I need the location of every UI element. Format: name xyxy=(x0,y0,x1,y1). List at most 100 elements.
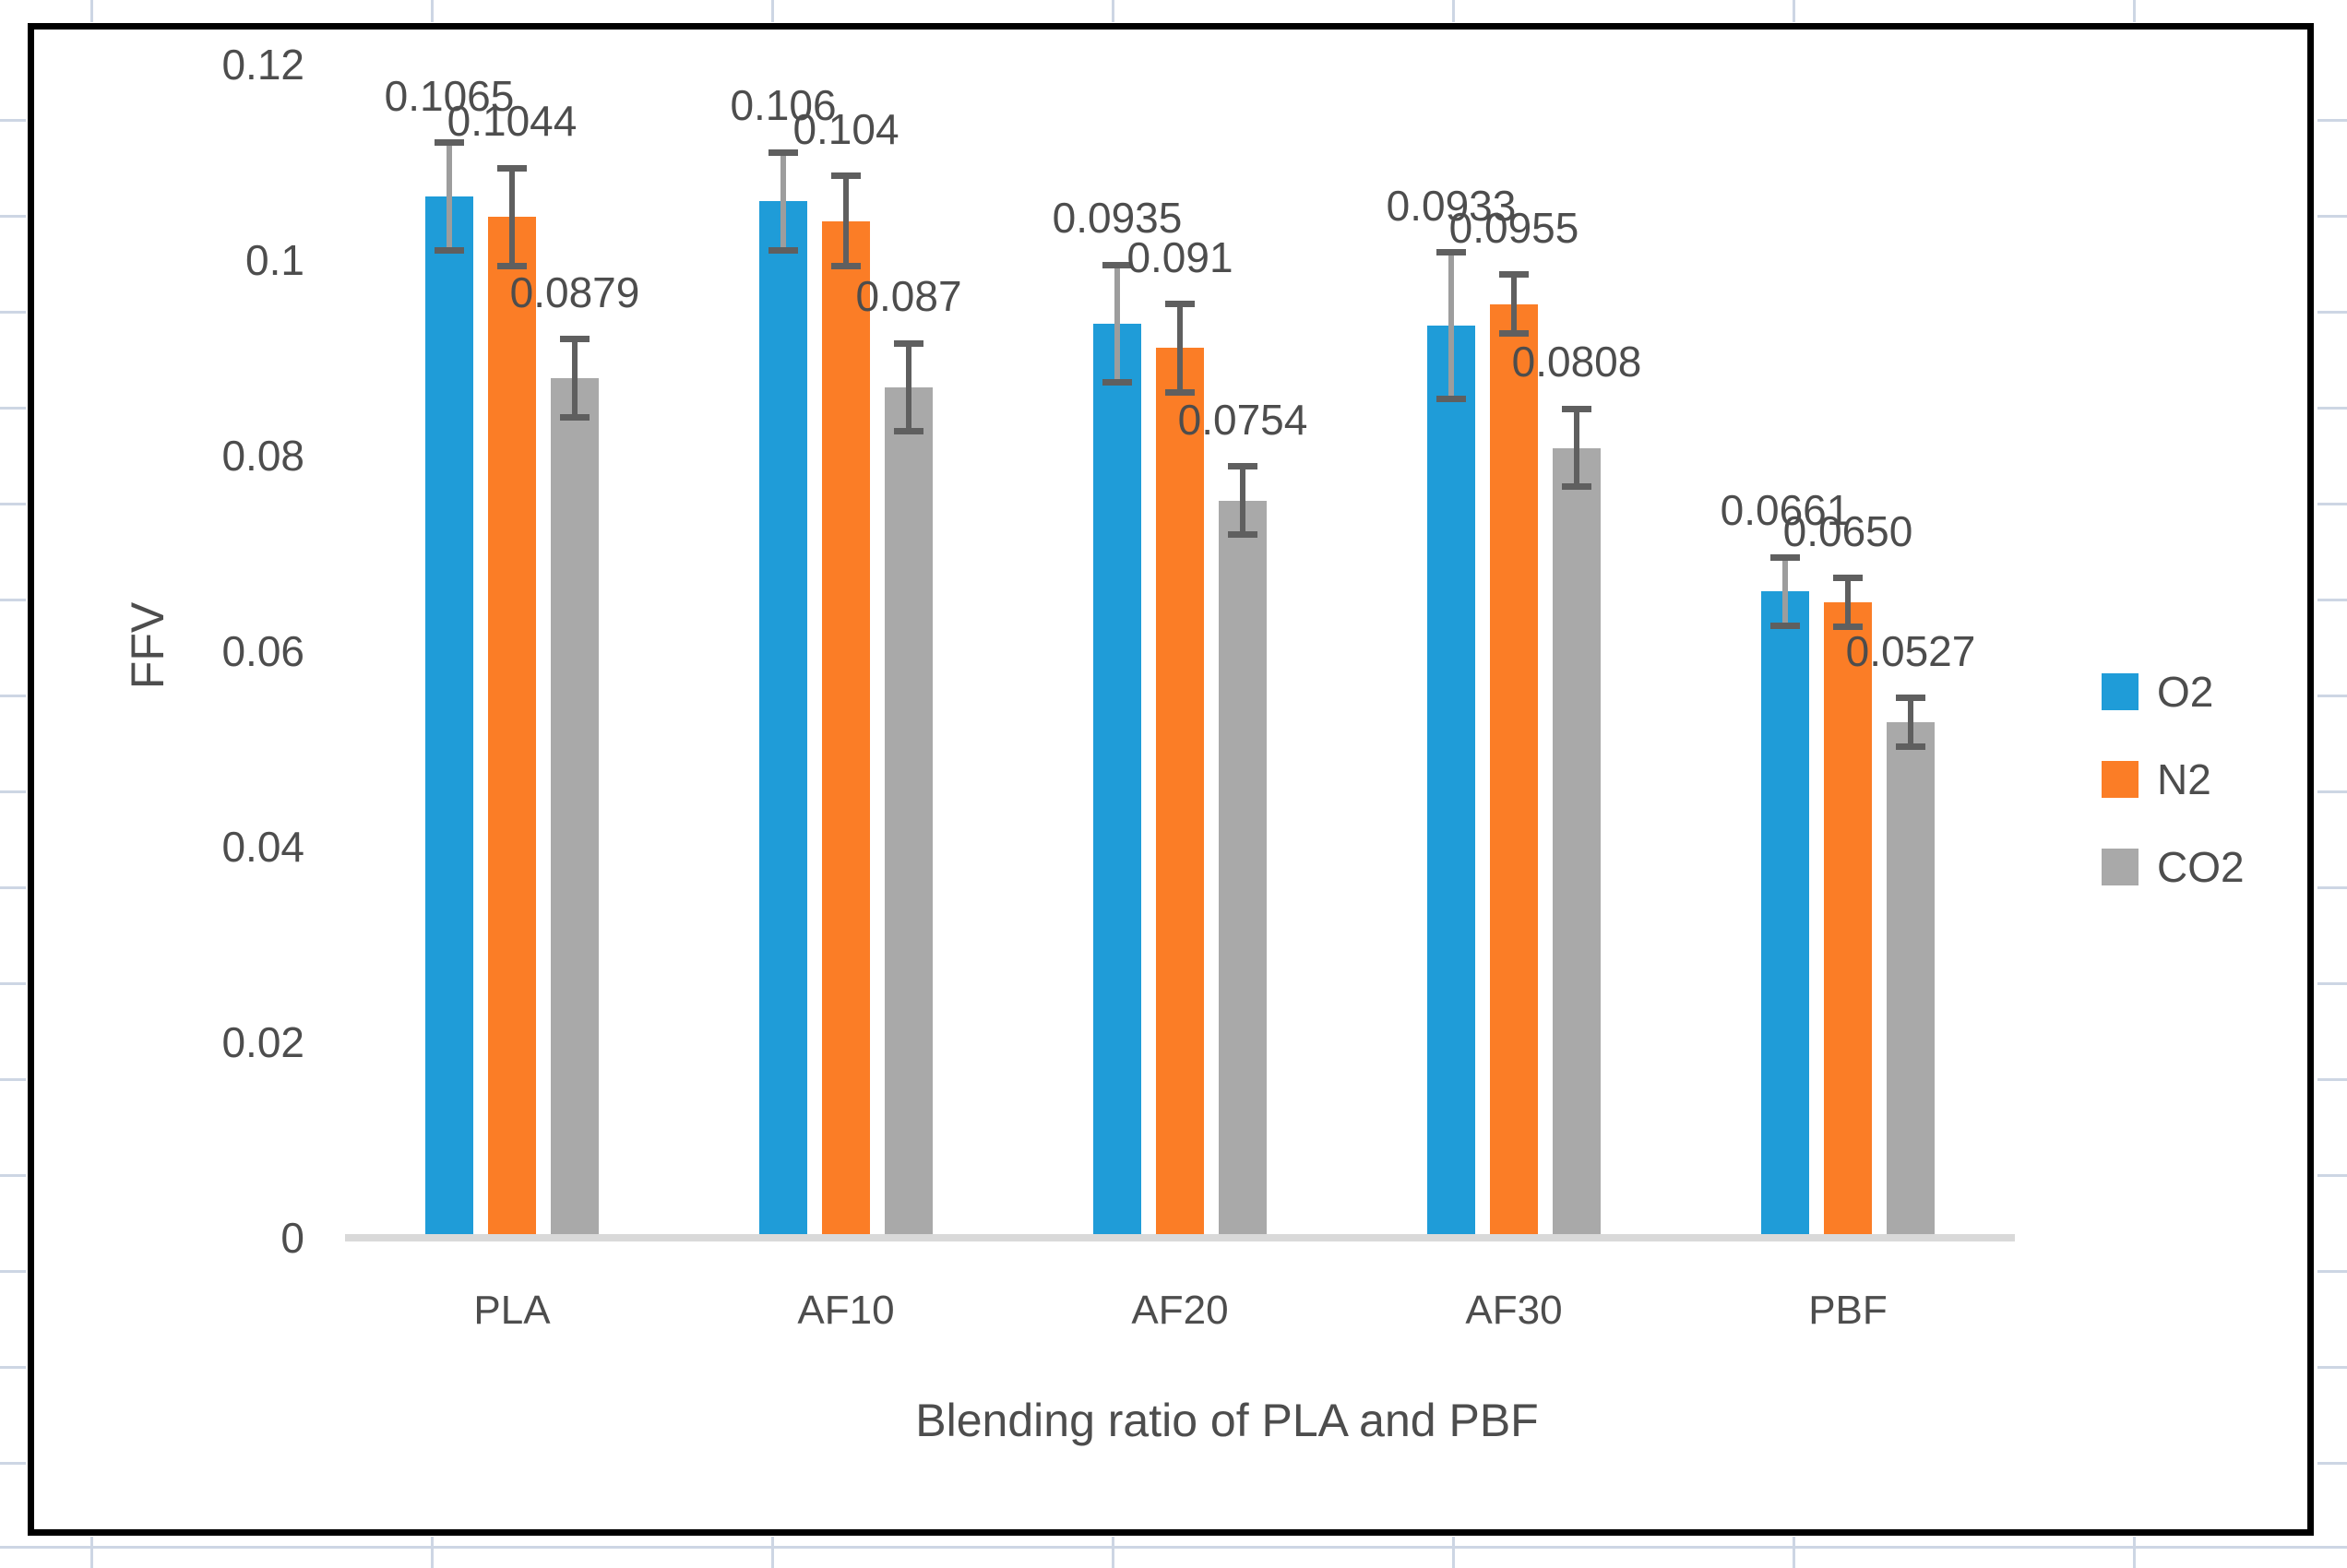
error-bar-line xyxy=(1782,557,1788,626)
sheet-gridline xyxy=(2317,1078,2347,1081)
x-category-pbf[interactable]: PBF xyxy=(1808,1288,1888,1333)
sheet-gridline xyxy=(0,1270,26,1273)
bar-co2-pbf[interactable] xyxy=(1887,722,1935,1238)
bar-o2-pla[interactable] xyxy=(425,196,473,1238)
bar-n2-pla[interactable] xyxy=(488,217,536,1238)
error-bar-line xyxy=(1448,252,1454,399)
sheet-gridline xyxy=(2317,790,2347,793)
sheet-gridline xyxy=(0,1078,26,1081)
sheet-gridline xyxy=(0,1366,26,1369)
data-label-n2-af30: 0.0955 xyxy=(1448,203,1579,252)
data-label-n2-af10: 0.104 xyxy=(792,104,899,153)
bar-n2-pbf[interactable] xyxy=(1824,602,1872,1238)
sheet-gridline xyxy=(771,0,774,22)
data-label-o2-af20: 0.0935 xyxy=(1052,194,1183,243)
error-bar-cap xyxy=(1770,622,1800,629)
error-bar-cap xyxy=(497,262,527,269)
error-bar-line xyxy=(1114,265,1120,383)
bar-o2-af10[interactable] xyxy=(759,201,807,1238)
error-bar-line xyxy=(1240,466,1245,535)
error-bar-cap xyxy=(1562,483,1591,491)
sheet-gridline xyxy=(2317,695,2347,697)
bar-n2-af30[interactable] xyxy=(1490,303,1538,1238)
legend-label-n2: N2 xyxy=(2157,755,2211,803)
error-bar-line xyxy=(572,339,578,418)
error-bar-cap xyxy=(1436,396,1466,403)
sheet-gridline xyxy=(2317,982,2347,985)
y-axis-tick-label: 0.02 xyxy=(221,1018,304,1066)
data-label-co2-af30: 0.0808 xyxy=(1511,338,1642,386)
bar-co2-af30[interactable] xyxy=(1553,447,1601,1238)
error-bar-cap xyxy=(1228,463,1257,470)
data-label-n2-pla: 0.1044 xyxy=(447,97,578,146)
y-axis-tick-label: 0.04 xyxy=(221,823,304,871)
error-bar-cap xyxy=(894,339,923,347)
sheet-gridline xyxy=(1452,0,1455,22)
sheet-gridline xyxy=(2317,311,2347,314)
bar-co2-pla[interactable] xyxy=(551,378,599,1238)
error-bar-cap xyxy=(1499,330,1529,337)
sheet-gridline xyxy=(2317,886,2347,889)
error-bar-cap xyxy=(497,164,527,172)
sheet-gridline xyxy=(90,1537,93,1568)
error-bar-cap xyxy=(1770,553,1800,561)
error-bar-cap xyxy=(831,172,861,180)
error-bar-cap xyxy=(560,414,590,422)
sheet-gridline xyxy=(2317,1366,2347,1369)
sheet-gridline xyxy=(90,0,93,22)
legend-item-o2[interactable]: O2 xyxy=(2102,668,2213,716)
sheet-gridline xyxy=(2317,1462,2347,1465)
sheet-gridline xyxy=(0,215,26,218)
bar-n2-af10[interactable] xyxy=(822,220,870,1238)
legend-label-o2: O2 xyxy=(2157,668,2214,716)
bar-n2-af20[interactable] xyxy=(1156,348,1204,1238)
error-bar-cap xyxy=(435,139,464,147)
x-category-af30[interactable]: AF30 xyxy=(1465,1288,1563,1333)
sheet-gridline xyxy=(2317,1174,2347,1177)
legend-swatch-co2 xyxy=(2102,849,2139,885)
error-bar-cap xyxy=(768,148,798,156)
sheet-gridline xyxy=(2317,215,2347,218)
data-label-o2-af30: 0.0933 xyxy=(1386,181,1517,230)
x-category-pla[interactable]: PLA xyxy=(473,1288,551,1333)
sheet-gridline xyxy=(431,0,434,22)
sheet-gridline xyxy=(0,599,26,601)
legend-item-n2[interactable]: N2 xyxy=(2102,755,2211,803)
data-label-co2-pla: 0.0879 xyxy=(509,267,640,316)
sheet-gridline xyxy=(0,311,26,314)
legend-item-co2[interactable]: CO2 xyxy=(2102,843,2245,891)
y-axis-title[interactable]: FFV xyxy=(122,601,173,690)
error-bar-cap xyxy=(831,262,861,269)
sheet-gridline xyxy=(1112,0,1114,22)
sheet-gridline xyxy=(0,503,26,505)
sheet-gridline xyxy=(1793,0,1795,22)
error-bar-line xyxy=(509,168,515,267)
error-bar-cap xyxy=(1165,301,1195,308)
y-axis-tick-label: 0 xyxy=(280,1214,304,1262)
error-bar-cap xyxy=(560,336,590,343)
error-bar-cap xyxy=(1228,531,1257,539)
sheet-gridline xyxy=(2317,503,2347,505)
bar-o2-pbf[interactable] xyxy=(1761,591,1809,1238)
bar-o2-af30[interactable] xyxy=(1427,326,1475,1238)
error-bar-line xyxy=(843,175,849,267)
sheet-gridline xyxy=(0,982,26,985)
bar-co2-af20[interactable] xyxy=(1219,500,1267,1238)
sheet-gridline xyxy=(0,407,26,410)
sheet-gridline xyxy=(0,790,26,793)
error-bar-line xyxy=(1908,697,1913,747)
data-label-o2-pbf: 0.0661 xyxy=(1720,486,1851,535)
bar-o2-af20[interactable] xyxy=(1093,323,1141,1238)
sheet-gridline xyxy=(2133,1537,2136,1568)
error-bar-line xyxy=(1177,303,1183,393)
x-axis-title[interactable]: Blending ratio of PLA and PBF xyxy=(915,1395,1539,1446)
sheet-gridline xyxy=(0,1546,2347,1549)
x-category-af10[interactable]: AF10 xyxy=(797,1288,895,1333)
legend-swatch-o2 xyxy=(2102,673,2139,710)
error-bar-cap xyxy=(768,246,798,254)
bar-co2-af10[interactable] xyxy=(885,386,933,1238)
sheet-gridline xyxy=(1793,1537,1795,1568)
x-category-af20[interactable]: AF20 xyxy=(1131,1288,1229,1333)
